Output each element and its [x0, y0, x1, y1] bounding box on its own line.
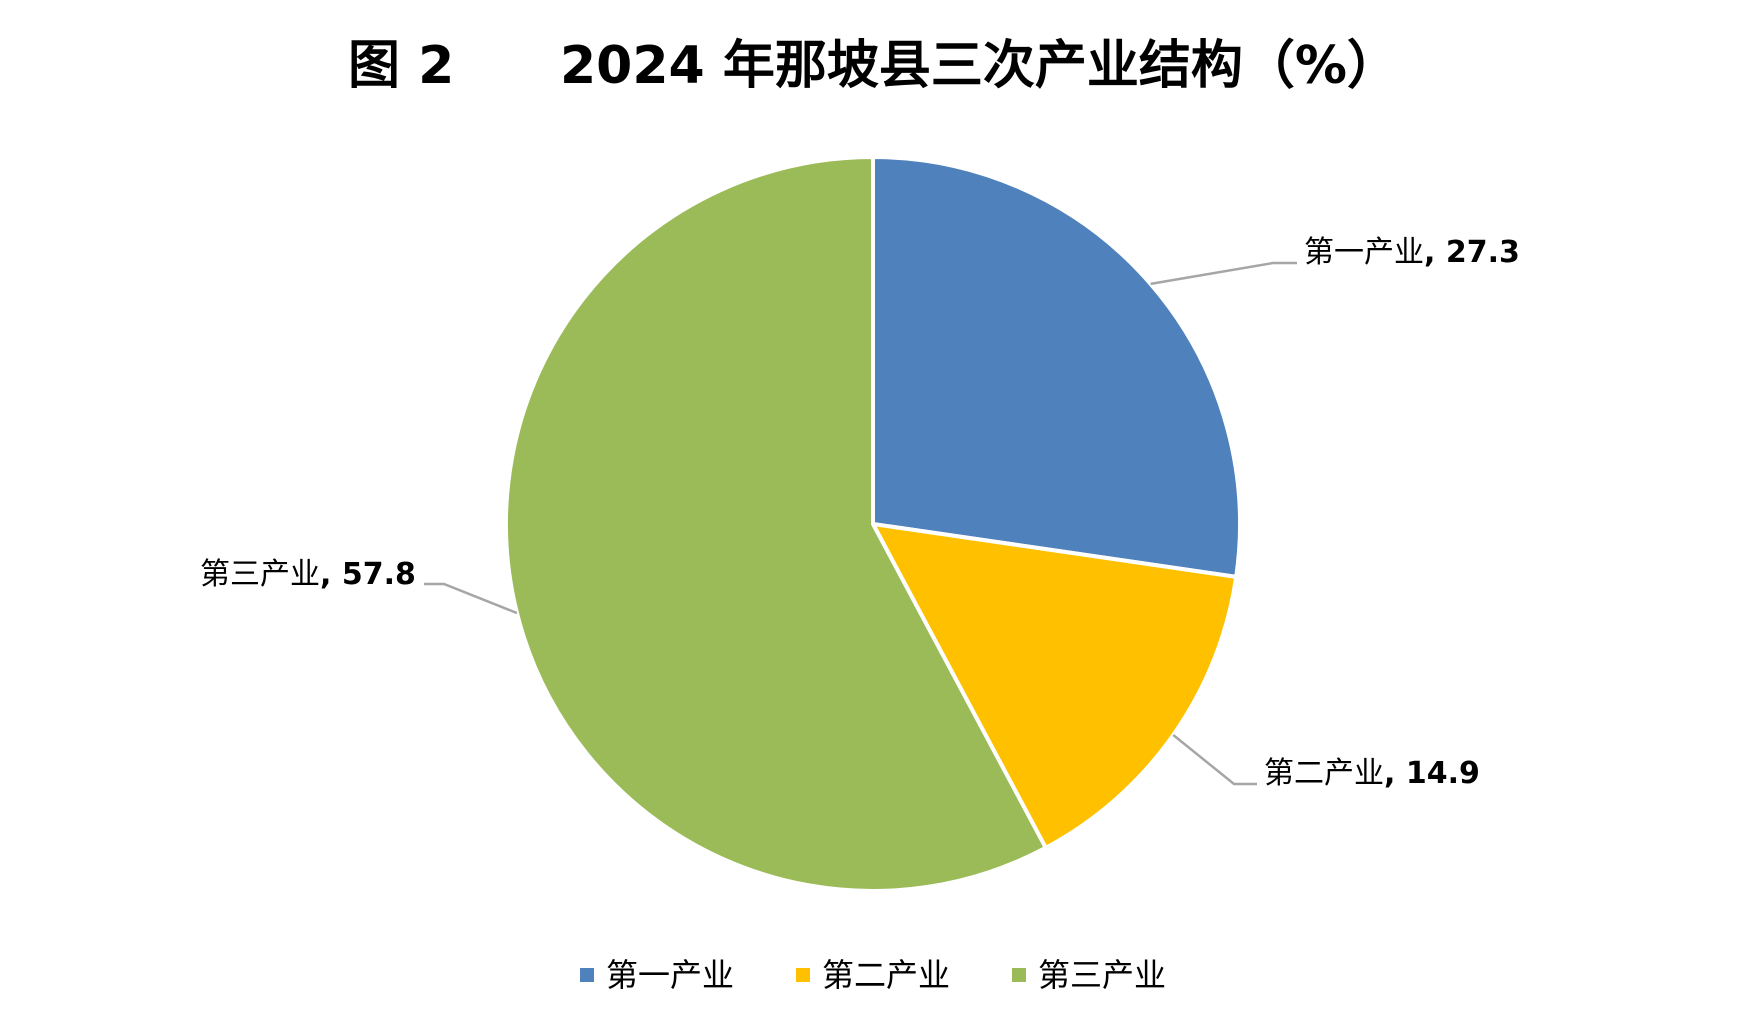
leader-line-primary [1150, 261, 1297, 286]
data-label-primary: 第一产业, 27.3 [1304, 235, 1520, 270]
legend-label-tertiary: 第三产业 [1038, 956, 1166, 994]
legend-label-primary: 第一产业 [606, 956, 734, 994]
pie-slice-tertiary [504, 155, 1048, 893]
figure-label: 图 2 [348, 36, 454, 96]
leader-lines [424, 261, 1297, 786]
leader-line-secondary [1172, 734, 1257, 786]
chart-title: 图 2 2024 年那坡县三次产业结构（%） [348, 36, 1399, 96]
chart-legend: 第一产业 第二产业 第三产业 [580, 956, 1166, 994]
legend-label-secondary: 第二产业 [822, 956, 950, 994]
data-label-secondary: 第二产业, 14.9 [1264, 756, 1480, 791]
legend-item-tertiary: 第三产业 [1012, 956, 1166, 994]
legend-swatch-secondary [796, 968, 810, 982]
pie-slices [504, 155, 1242, 893]
legend-swatch-tertiary [1012, 968, 1026, 982]
pie-slice-secondary [871, 522, 1239, 850]
data-labels: 第一产业, 27.3 第二产业, 14.9 第三产业, 57.8 [200, 235, 1520, 791]
leader-line-tertiary [424, 582, 518, 615]
title-main: 2024 年那坡县三次产业结构（%） [560, 36, 1399, 96]
legend-item-primary: 第一产业 [580, 956, 734, 994]
legend-swatch-primary [580, 968, 594, 982]
data-label-tertiary: 第三产业, 57.8 [200, 557, 416, 592]
legend-item-secondary: 第二产业 [796, 956, 950, 994]
pie-slice-primary [871, 155, 1242, 579]
